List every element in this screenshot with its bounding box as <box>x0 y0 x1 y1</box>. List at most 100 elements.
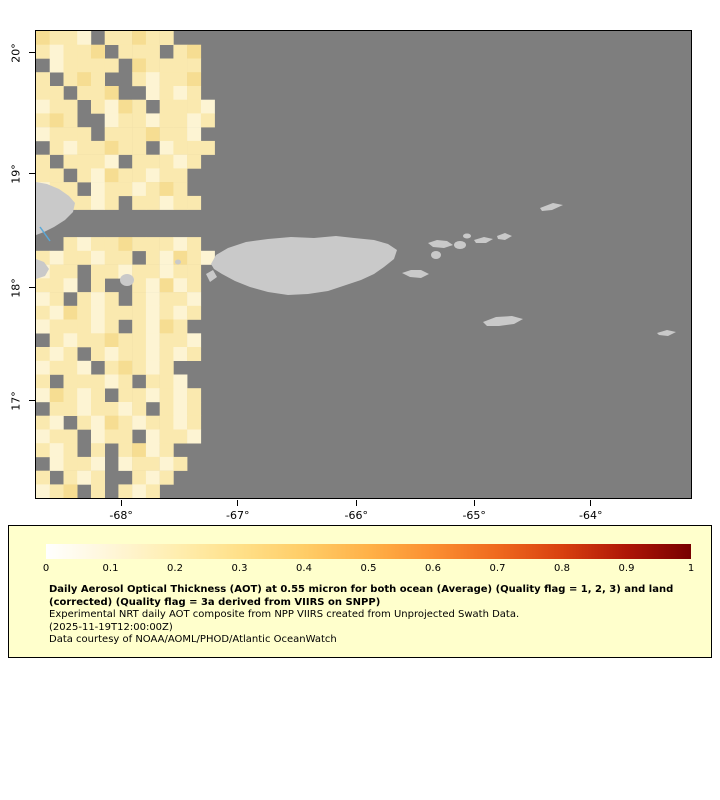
aot-cell <box>104 292 119 307</box>
aot-cell <box>187 237 202 252</box>
aot-cell <box>36 292 50 307</box>
aot-cell <box>49 333 64 348</box>
aot-cell <box>132 182 147 197</box>
aot-cell <box>77 402 92 416</box>
aot-cell <box>145 72 160 87</box>
aot-cell <box>159 292 174 307</box>
aot-cell <box>159 58 174 73</box>
aot-cell <box>118 429 133 444</box>
aot-cell <box>63 484 78 498</box>
aot-cell <box>159 250 174 265</box>
aot-cell <box>77 195 92 210</box>
aot-cell <box>77 140 92 155</box>
aot-cell <box>132 443 147 458</box>
aot-cell <box>159 154 174 169</box>
aot-cell <box>145 58 160 73</box>
aot-cell <box>118 388 133 403</box>
aot-cell <box>159 278 174 293</box>
aot-cell <box>187 278 202 293</box>
aot-cell <box>145 86 160 100</box>
aot-cell <box>63 443 78 458</box>
aot-cell <box>118 113 133 128</box>
aot-cell <box>118 44 133 59</box>
aot-cell <box>173 44 188 59</box>
lon-tick-label: -67° <box>226 509 250 522</box>
aot-cell <box>159 182 174 197</box>
aot-cell <box>63 113 78 128</box>
aot-cell <box>49 250 64 265</box>
aot-cell <box>91 86 105 100</box>
aot-cell <box>63 456 78 471</box>
aot-cell <box>49 305 64 320</box>
island-virgin-gorda <box>497 233 512 240</box>
aot-cell <box>132 319 147 334</box>
aot-cell <box>159 402 174 416</box>
aot-cell <box>145 264 160 279</box>
aot-cell <box>187 347 202 361</box>
island-anegada <box>540 203 563 211</box>
aot-cell <box>187 195 202 210</box>
aot-cell <box>104 360 119 375</box>
aot-cell <box>145 237 160 252</box>
aot-cell <box>159 99 174 114</box>
aot-cell <box>91 347 105 361</box>
lat-tick-mark <box>29 400 35 402</box>
aot-cell <box>104 168 119 183</box>
aot-cell <box>159 333 174 348</box>
aot-cell <box>63 264 78 279</box>
aot-cell <box>173 305 188 320</box>
aot-cell <box>63 305 78 320</box>
aot-cell <box>49 402 64 416</box>
aot-cell <box>91 264 105 279</box>
aot-cell <box>145 168 160 183</box>
aot-cell <box>77 127 92 142</box>
map-panel: 20° 19° 18° 17° -68° -67° -66° -65° -64° <box>10 30 692 522</box>
aot-cell <box>159 470 174 485</box>
aot-cell <box>187 140 202 155</box>
aot-cell <box>77 360 92 375</box>
lat-tick-label: 20° <box>9 43 23 63</box>
aot-cell <box>145 292 160 307</box>
aot-cell <box>132 305 147 320</box>
aot-cell <box>104 86 119 100</box>
aot-cell <box>63 31 78 45</box>
aot-cell <box>104 319 119 334</box>
aot-cell <box>49 292 64 307</box>
aot-cell <box>187 333 202 348</box>
aot-cell <box>145 360 160 375</box>
aot-cell <box>173 333 188 348</box>
aot-cell <box>91 374 105 389</box>
aot-cell <box>187 72 202 87</box>
aot-cell <box>132 264 147 279</box>
aot-cell <box>145 333 160 348</box>
lon-tick-label: -65° <box>462 509 486 522</box>
aot-cell <box>77 31 92 45</box>
aot-cell <box>77 415 92 430</box>
aot-cell <box>173 182 188 197</box>
aot-cell <box>104 347 119 361</box>
aot-cell <box>159 415 174 430</box>
aot-cell <box>118 99 133 114</box>
aot-cell <box>91 484 105 498</box>
aot-cell <box>159 264 174 279</box>
aot-cell <box>49 429 64 444</box>
aot-cell <box>63 278 78 293</box>
aot-cell <box>132 333 147 348</box>
aot-cell <box>91 237 105 252</box>
aot-cell <box>77 319 92 334</box>
aot-cell <box>36 374 50 389</box>
aot-cell <box>77 470 92 485</box>
aot-cell <box>91 415 105 430</box>
aot-cell <box>159 374 174 389</box>
aot-cell <box>77 305 92 320</box>
aot-cell <box>91 470 105 485</box>
aot-cell <box>200 140 215 155</box>
aot-cell <box>132 154 147 169</box>
aot-cell <box>173 278 188 293</box>
legend-credit: Data courtesy of NOAA/AOML/PHOD/Atlantic… <box>49 634 337 645</box>
aot-cell <box>159 127 174 142</box>
lat-tick-label: 19° <box>9 164 23 184</box>
aot-cell <box>91 319 105 334</box>
island-puerto-rico-west-tip <box>206 270 217 282</box>
aot-cell <box>63 319 78 334</box>
